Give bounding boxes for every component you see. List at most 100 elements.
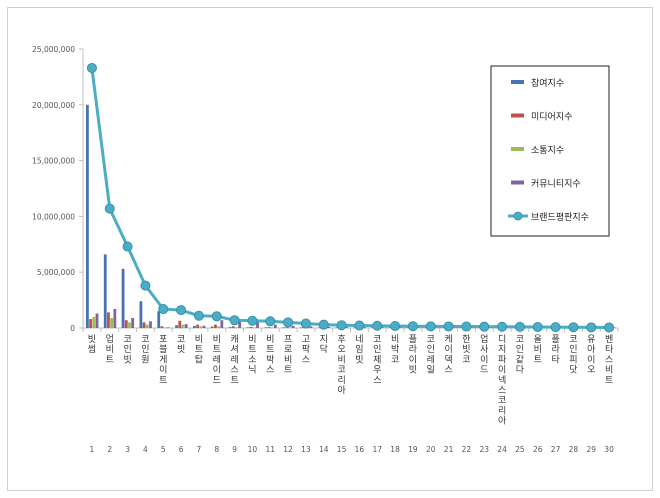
line-point (479, 321, 490, 332)
bar-미디어지수 (231, 326, 235, 328)
line-point (86, 62, 97, 73)
bar-커뮤니티지수 (327, 326, 331, 328)
bar-참여지수 (157, 311, 161, 328)
legend-label: 소통지수 (531, 145, 564, 156)
bar-소통지수 (252, 327, 256, 328)
bar-참여지수 (282, 327, 285, 328)
x-rank-label: 28 (569, 445, 579, 454)
x-rank-label: 30 (604, 445, 614, 454)
x-axis: 빗 썸 1 업 비 트 2 코 인 빗 3 코 인 원 4 포 블 게 이 트 5 코 빗 6 비 트 탑 7 비 트 레 이 드 8 캐 셔 레 스 트 9… (82, 327, 619, 454)
bar-참여지수 (121, 268, 125, 328)
bar-미디어지수 (89, 319, 92, 328)
x-rank-label: 24 (497, 445, 507, 454)
x-rank-label: 9 (232, 445, 237, 454)
bar-미디어지수 (249, 326, 253, 328)
x-rank-label: 26 (533, 445, 543, 454)
legend-label: 브랜드평판지수 (531, 212, 589, 223)
bar-소통지수 (110, 317, 114, 328)
x-rank-label: 12 (283, 445, 293, 454)
bar-커뮤니티지수 (131, 317, 135, 328)
bar-미디어지수 (124, 320, 128, 328)
line-point (604, 322, 615, 333)
chart-frame: 0 5,000,000 10,000,000 15,000,000 20,000,000… (7, 7, 653, 491)
x-rank-label: 7 (197, 445, 202, 454)
line-point (354, 320, 365, 331)
y-tick-label: 0 (70, 324, 75, 333)
bar-커뮤니티지수 (238, 320, 242, 328)
x-rank-label: 8 (214, 445, 219, 454)
bar-소통지수 (217, 326, 221, 328)
line-point (193, 310, 204, 321)
line-point (514, 321, 525, 332)
bar-커뮤니티지수 (166, 327, 170, 328)
bar-참여지수 (103, 254, 107, 328)
y-axis: 0 5,000,000 10,000,000 15,000,000 20,000,000… (32, 45, 84, 333)
bar-소통지수 (128, 322, 131, 328)
legend-swatch (511, 80, 524, 84)
x-rank-label: 20 (426, 445, 436, 454)
x-rank-label: 2 (107, 445, 112, 454)
legend-label: 커뮤니티지수 (531, 179, 581, 190)
brand-reputation-chart: 0 5,000,000 10,000,000 15,000,000 20,000,000… (32, 45, 619, 454)
line-point (425, 321, 436, 332)
legend-box (490, 65, 610, 237)
line-point (229, 315, 240, 326)
bar-소통지수 (145, 324, 149, 328)
line-point (265, 316, 276, 327)
x-rank-label: 6 (179, 445, 184, 454)
line-point (140, 280, 151, 291)
bar-미디어지수 (214, 324, 217, 328)
x-rank-label: 11 (265, 445, 275, 454)
bar-미디어지수 (285, 327, 289, 328)
bar-참여지수 (335, 327, 339, 328)
line-point (211, 311, 222, 322)
bar-참여지수 (210, 326, 214, 328)
line-point (443, 321, 454, 332)
x-rank-label: 17 (372, 445, 382, 454)
bar-참여지수 (264, 327, 268, 328)
bar-커뮤니티지수 (256, 321, 259, 328)
bar-미디어지수 (142, 322, 146, 328)
legend-swatch (511, 113, 524, 118)
line-point (586, 322, 597, 333)
bar-참여지수 (228, 327, 232, 328)
bar-커뮤니티지수 (202, 325, 206, 328)
bar-참여지수 (353, 327, 357, 328)
line-point (390, 320, 401, 331)
bar-커뮤니티지수 (113, 309, 117, 328)
bar-참여지수 (246, 327, 250, 328)
line-point (336, 320, 347, 331)
line-point (247, 315, 258, 326)
line-point (568, 322, 579, 333)
x-rank-label: 19 (408, 445, 418, 454)
y-tick-label: 25,000,000 (32, 45, 75, 54)
bar-커뮤니티지수 (184, 324, 188, 328)
line-point (122, 241, 133, 252)
bar-소통지수 (288, 327, 292, 328)
x-rank-label: 23 (479, 445, 489, 454)
bar-커뮤니티지수 (95, 313, 99, 328)
bar-참여지수 (317, 327, 321, 328)
bar-커뮤니티지수 (380, 327, 384, 328)
x-rank-label: 10 (248, 445, 258, 454)
x-rank-label: 3 (125, 445, 130, 454)
bar-커뮤니티지수 (149, 321, 152, 328)
